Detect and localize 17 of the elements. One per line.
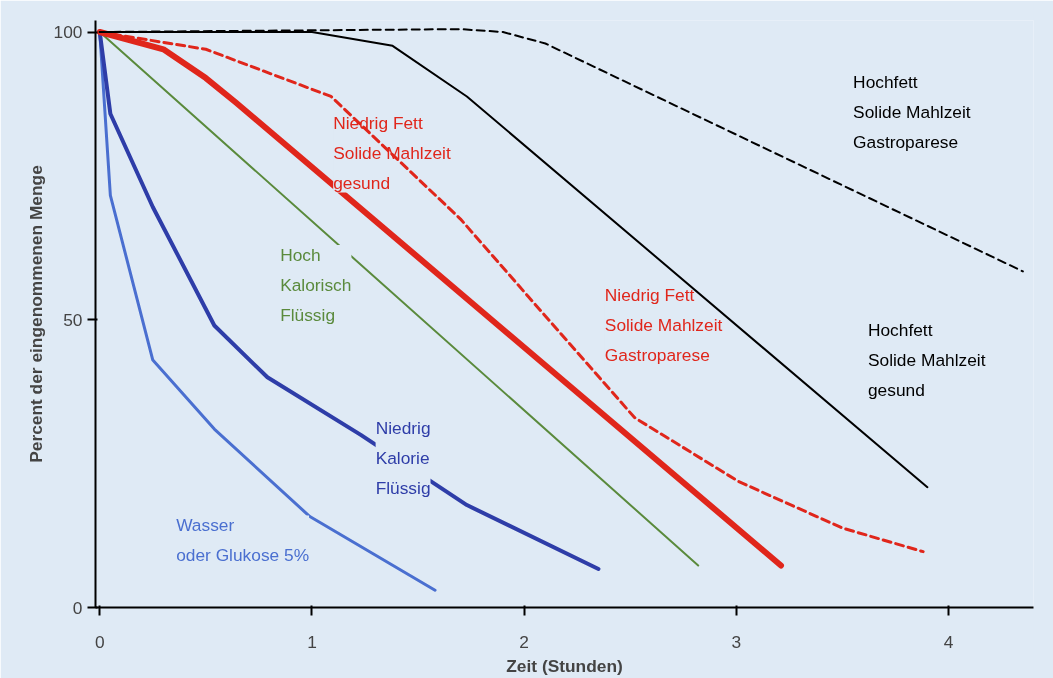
- y-tick-label: 100: [53, 22, 83, 43]
- series-label: Hochfett Solide Mahlzeit Gastroparese: [853, 72, 971, 153]
- y-tick-label: 0: [72, 597, 83, 618]
- series-label: Hochfett Solide Mahlzeit gesund: [867, 319, 986, 400]
- x-tick-label: 3: [731, 631, 742, 652]
- x-tick-label: 4: [943, 631, 954, 652]
- series-label: Niedrig Fett Solide Mahlzeit gesund: [333, 112, 451, 193]
- series-label: Hoch Kalorisch Flüssig: [280, 244, 352, 325]
- series-label: Wasser oder Glukose 5%: [176, 515, 310, 566]
- series-label: Niedrig Fett Solide Mahlzeit Gastroparese: [604, 285, 723, 366]
- y-axis-title: Percent der eingenommenen Menge: [25, 164, 46, 463]
- x-tick-label: 1: [307, 631, 317, 652]
- x-tick-label: 0: [94, 631, 105, 652]
- x-axis-title: Zeit (Stunden): [506, 655, 623, 676]
- x-tick-label: 2: [519, 631, 529, 652]
- series-label: Niedrig Kalorie Flüssig: [375, 417, 431, 498]
- y-tick-label: 50: [63, 309, 83, 330]
